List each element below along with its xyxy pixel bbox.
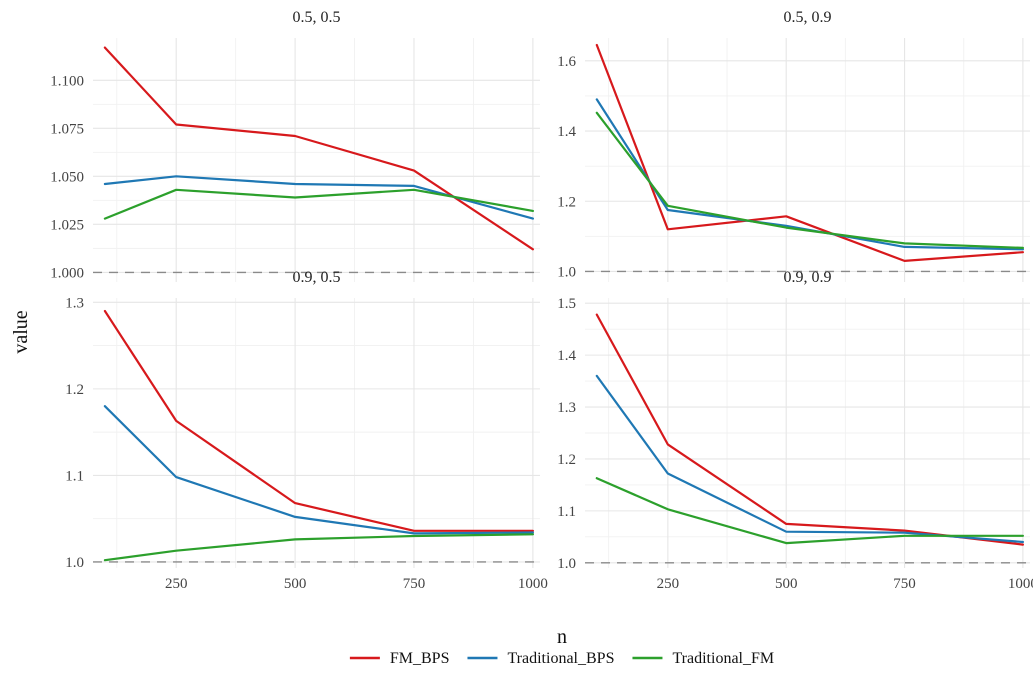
facet-title: 0.5, 0.9 [784,9,832,26]
legend-label: Traditional_FM [672,650,774,667]
y-tick-label: 1.2 [557,452,576,468]
legend: FM_BPS Traditional_BPS Traditional_FM [349,650,774,667]
facet-panel: 0.9, 0.9 1.0 1.1 1.2 1.3 1.4 1.5 250 500 750 1000 [557,269,1033,592]
series-line-traditional-bps [103,405,535,535]
y-tick-label: 1.0 [65,555,84,571]
legend-label: Traditional_BPS [507,650,614,667]
y-tick-label: 1.2 [65,382,84,398]
legend-item-traditional-bps: Traditional_BPS [467,650,614,667]
x-tick-label: 750 [893,576,916,592]
y-tick-label: 1.1 [557,504,576,520]
x-tick-label: 250 [657,576,680,592]
y-tick-label: 1.1 [65,468,84,484]
legend-label: FM_BPS [390,650,450,667]
x-axis-title: n [557,626,567,648]
y-tick-label: 1.3 [65,295,84,311]
y-tick-label: 1.4 [557,348,576,364]
series-line-fm-bps [103,309,535,532]
y-tick-label: 1.0 [557,556,576,572]
facet-title: 0.9, 0.9 [784,269,832,286]
series-line-traditional-fm [595,477,1025,545]
y-tick-label: 1.000 [50,265,84,281]
y-tick-label: 1.3 [557,400,576,416]
facet-panel: 0.5, 0.5 1.000 1.025 1.050 1.075 1.100 [50,9,540,282]
y-tick-label: 1.025 [50,217,84,233]
series-line-fm-bps [595,43,1025,262]
facet-title: 0.5, 0.5 [293,9,341,26]
facet-title: 0.9, 0.5 [293,269,341,286]
x-tick-label: 500 [775,576,798,592]
series-line-fm-bps [103,46,535,251]
series-line-traditional-fm [595,111,1025,249]
series-line-fm-bps [595,313,1025,546]
legend-item-fm-bps: FM_BPS [349,650,450,667]
x-tick-label: 500 [284,576,307,592]
x-tick-label: 1000 [518,576,548,592]
series-line-traditional-fm [103,533,535,562]
y-tick-label: 1.0 [557,264,576,280]
series-line-traditional-fm [103,188,535,220]
x-tick-label: 1000 [1008,576,1033,592]
legend-item-traditional-fm: Traditional_FM [632,650,774,667]
y-axis-title: value [10,310,32,353]
y-tick-label: 1.4 [557,124,576,140]
series-line-traditional-bps [595,98,1025,251]
y-tick-label: 1.050 [50,169,84,185]
x-tick-label: 250 [165,576,188,592]
facet-panel: 0.9, 0.5 1.0 1.1 1.2 1.3 250 500 750 1000 [65,269,548,592]
facet-panel: 0.5, 0.9 1.0 1.2 1.4 1.6 [557,9,1030,282]
y-tick-label: 1.075 [50,121,84,137]
series-line-traditional-bps [103,175,535,220]
x-tick-label: 750 [403,576,426,592]
y-tick-label: 1.2 [557,194,576,210]
y-tick-label: 1.5 [557,296,576,312]
y-tick-label: 1.6 [557,54,576,70]
y-tick-label: 1.100 [50,73,84,89]
